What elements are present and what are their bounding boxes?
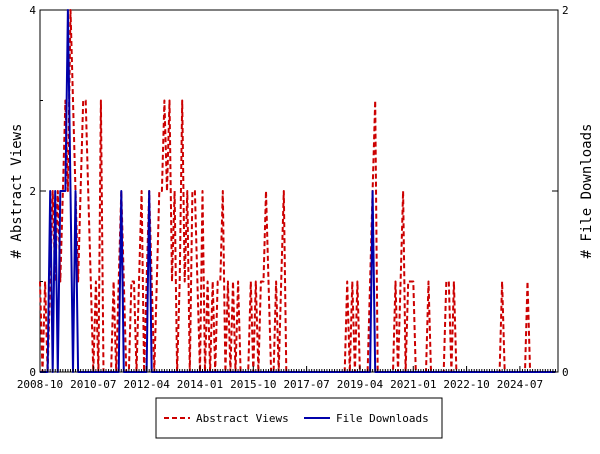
- x-tick-label: 2015-10: [230, 378, 276, 391]
- x-tick-label: 2022-10: [443, 378, 489, 391]
- legend-label-file-downloads: File Downloads: [336, 412, 429, 425]
- x-tick-label: 2014-01: [177, 378, 223, 391]
- axis-layer: 2008-10 2010-07 2012-04 2014-01 2015-10 2017-…: [17, 4, 569, 391]
- plot-area-frame: [39, 9, 559, 373]
- y-right-tick-label: 0: [562, 366, 569, 379]
- x-tick-label: 2021-01: [390, 378, 436, 391]
- x-tick-label: 2024-07: [497, 378, 543, 391]
- x-tick-label: 2019-04: [337, 378, 384, 391]
- legend-box: [155, 397, 443, 439]
- series-layer: [39, 9, 556, 373]
- x-tick-label: 2012-04: [123, 378, 170, 391]
- x-tick-label: 2017-07: [283, 378, 329, 391]
- y-left-tick-label: 2: [29, 185, 36, 198]
- legend-label-abstract-views: Abstract Views: [196, 412, 289, 425]
- y-left-tick-label: 4: [29, 4, 36, 17]
- y-right-tick-label: 2: [562, 4, 569, 17]
- x-tick-label: 2008-10: [17, 378, 63, 391]
- y-axis-left-title: # Abstract Views: [9, 124, 25, 259]
- series-line-abstract-views: [39, 9, 556, 373]
- y-axis-right-title: # File Downloads: [579, 124, 595, 259]
- legend: Abstract Views File Downloads: [155, 397, 443, 439]
- y-left-tick-label: 0: [29, 366, 36, 379]
- x-tick-label: 2010-07: [70, 378, 116, 391]
- series-line-file-downloads: [40, 9, 556, 373]
